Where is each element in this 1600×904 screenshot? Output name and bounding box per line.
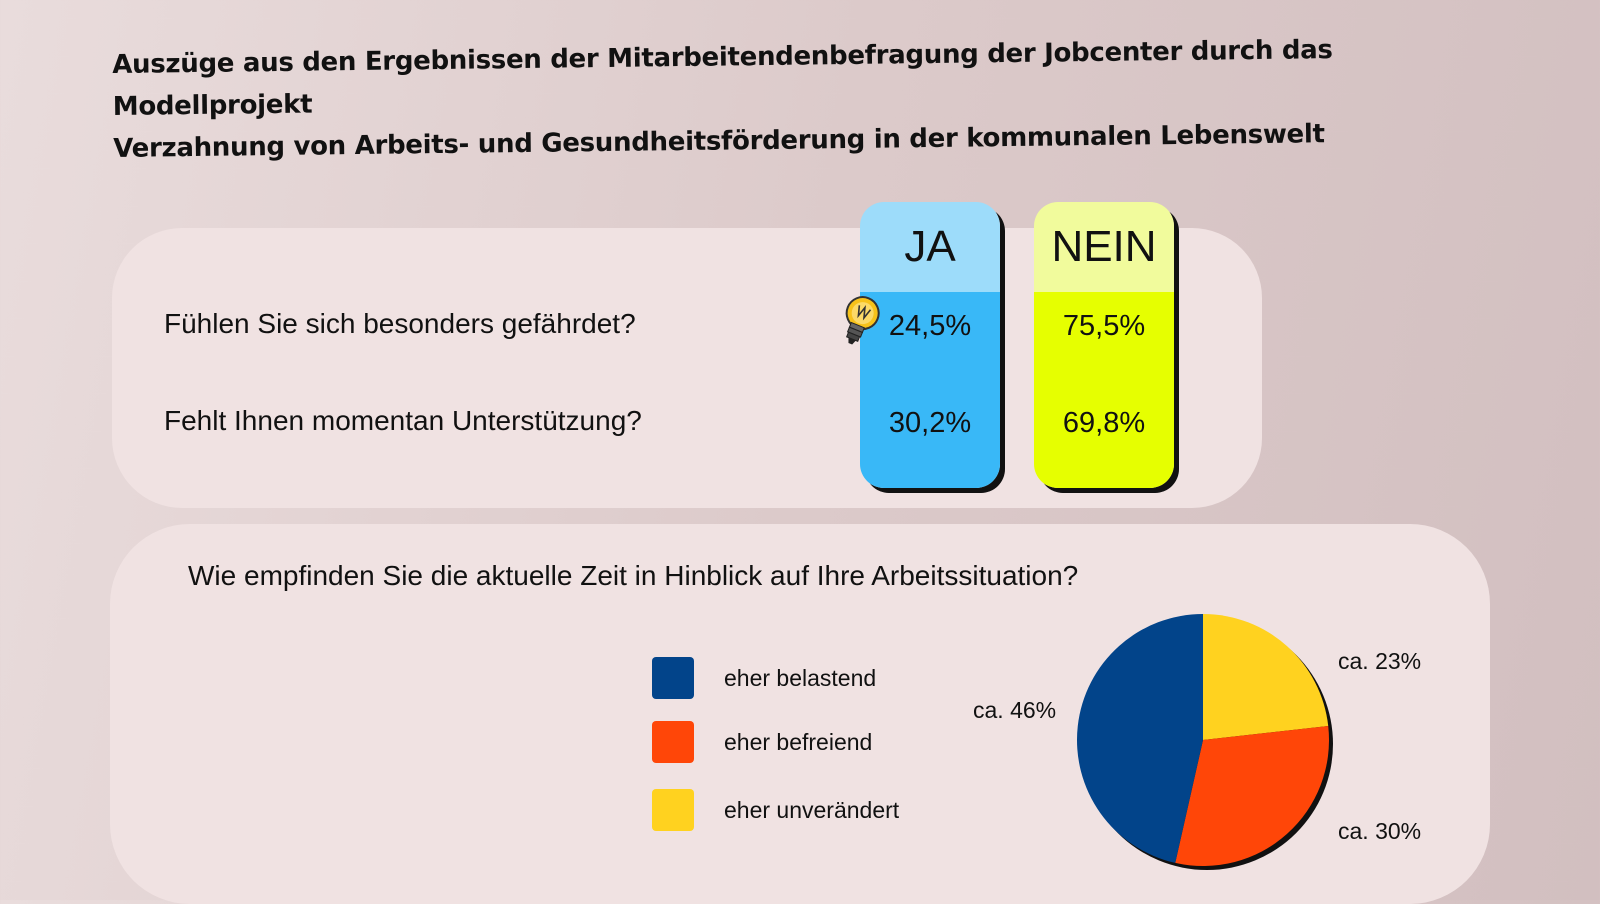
- legend-swatch-unveraendert: [652, 789, 694, 831]
- pie-slice-belastend: [1077, 614, 1203, 863]
- lightbulb-icon: [845, 296, 880, 345]
- column-body-ja: 24,5% 30,2%: [860, 292, 1000, 488]
- page-title: Auszüge aus den Ergebnissen der Mitarbei…: [112, 27, 1533, 170]
- legend-item-befreiend: eher befreiend: [652, 719, 872, 765]
- legend-item-unveraendert: eher unverändert: [652, 787, 899, 833]
- legend-swatch-befreiend: [652, 721, 694, 763]
- cell-ja-support: 30,2%: [888, 407, 972, 439]
- column-header-ja: JA: [860, 202, 1000, 292]
- column-ja: JA 24,5% 30,2%: [860, 202, 1000, 488]
- pie-label-befreiend: ca. 30%: [1338, 818, 1422, 844]
- pie-slice-befreiend: [1175, 726, 1329, 866]
- column-header-nein: NEIN: [1034, 202, 1174, 292]
- column-nein: NEIN 75,5% 69,8%: [1034, 202, 1174, 488]
- legend-label-belastend: eher belastend: [724, 664, 877, 691]
- pie-slice-unveraendert: [1203, 614, 1329, 740]
- pie-label-belastend: ca. 46%: [973, 697, 1057, 723]
- legend-label-unveraendert: eher unverändert: [724, 796, 900, 823]
- legend-swatch-belastend: [652, 657, 694, 699]
- legend-label-befreiend: eher befreiend: [724, 728, 873, 755]
- cell-ja-endangered: 24,5%: [888, 310, 972, 342]
- pie-question: Wie empfinden Sie die aktuelle Zeit in H…: [188, 560, 1079, 591]
- pie-label-unveraendert: ca. 23%: [1338, 648, 1422, 674]
- cell-nein-endangered: 75,5%: [1062, 310, 1146, 342]
- cell-nein-support: 69,8%: [1062, 407, 1146, 439]
- question-endangered: Fühlen Sie sich besonders gefährdet?: [164, 308, 636, 339]
- legend-item-belastend: eher belastend: [652, 655, 876, 701]
- question-support: Fehlt Ihnen momentan Unterstützung?: [164, 405, 642, 436]
- column-body-nein: 75,5% 69,8%: [1034, 292, 1174, 488]
- pie-chart: [1077, 614, 1333, 870]
